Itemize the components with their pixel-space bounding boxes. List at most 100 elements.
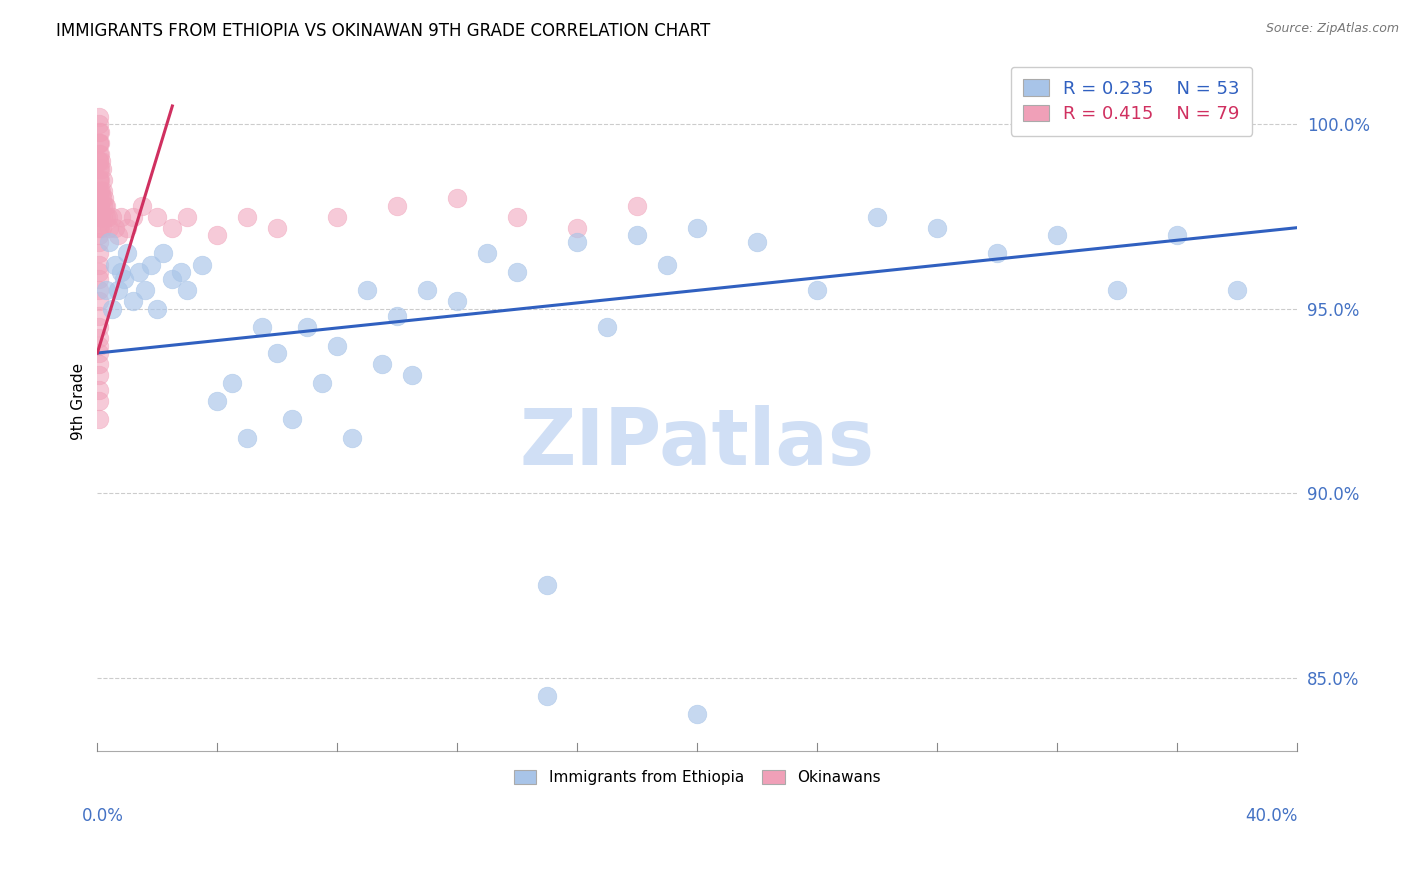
Point <box>90 210 112 224</box>
Point <box>101 301 124 316</box>
Point <box>94 210 117 224</box>
Point <box>87 357 110 371</box>
Point <box>87 246 110 260</box>
Point <box>152 246 174 260</box>
Point <box>87 294 110 309</box>
Point <box>112 272 135 286</box>
Point <box>131 198 153 212</box>
Point <box>356 284 378 298</box>
Point <box>281 412 304 426</box>
Point <box>416 284 439 298</box>
Point <box>91 198 114 212</box>
Point <box>93 184 115 198</box>
Point <box>191 258 214 272</box>
Point <box>91 172 114 186</box>
Point <box>326 210 349 224</box>
Point <box>97 210 120 224</box>
Point <box>87 228 110 243</box>
Point <box>89 125 111 139</box>
Point <box>1166 228 1188 243</box>
Point <box>134 284 156 298</box>
Point <box>93 191 115 205</box>
Point <box>107 284 129 298</box>
Point <box>89 220 111 235</box>
Point <box>567 235 589 250</box>
Point <box>87 147 110 161</box>
Point <box>96 198 118 212</box>
Point <box>87 331 110 345</box>
Point <box>110 265 132 279</box>
Point <box>87 284 110 298</box>
Text: ZIPatlas: ZIPatlas <box>520 405 875 481</box>
Point <box>686 220 709 235</box>
Point <box>162 272 184 286</box>
Point <box>89 198 111 212</box>
Point <box>89 147 111 161</box>
Point <box>87 198 110 212</box>
Point <box>446 294 468 309</box>
Point <box>89 172 111 186</box>
Point <box>387 198 409 212</box>
Point <box>686 707 709 722</box>
Point <box>387 309 409 323</box>
Point <box>89 191 111 205</box>
Y-axis label: 9th Grade: 9th Grade <box>72 362 86 440</box>
Point <box>110 210 132 224</box>
Point <box>90 184 112 198</box>
Point <box>87 210 110 224</box>
Point <box>176 284 198 298</box>
Point <box>747 235 769 250</box>
Point <box>101 210 124 224</box>
Point <box>104 220 127 235</box>
Point <box>87 339 110 353</box>
Point <box>87 394 110 409</box>
Point <box>89 154 111 169</box>
Point <box>87 412 110 426</box>
Point <box>87 220 110 235</box>
Point <box>128 265 150 279</box>
Point <box>927 220 949 235</box>
Point <box>371 357 394 371</box>
Point <box>87 172 110 186</box>
Point <box>93 210 115 224</box>
Point <box>87 346 110 360</box>
Text: IMMIGRANTS FROM ETHIOPIA VS OKINAWAN 9TH GRADE CORRELATION CHART: IMMIGRANTS FROM ETHIOPIA VS OKINAWAN 9TH… <box>56 22 710 40</box>
Point <box>122 210 145 224</box>
Point <box>146 301 169 316</box>
Point <box>506 210 529 224</box>
Point <box>657 258 679 272</box>
Legend: Immigrants from Ethiopia, Okinawans: Immigrants from Ethiopia, Okinawans <box>506 763 889 793</box>
Point <box>207 394 229 409</box>
Point <box>90 191 112 205</box>
Point <box>1226 284 1249 298</box>
Point <box>311 376 333 390</box>
Point <box>326 339 349 353</box>
Point <box>94 198 117 212</box>
Point <box>87 258 110 272</box>
Point <box>87 265 110 279</box>
Point <box>89 184 111 198</box>
Point <box>207 228 229 243</box>
Point <box>87 309 110 323</box>
Point <box>89 136 111 150</box>
Point <box>90 154 112 169</box>
Point <box>122 294 145 309</box>
Point <box>146 210 169 224</box>
Point <box>87 184 110 198</box>
Point <box>89 210 111 224</box>
Point <box>176 210 198 224</box>
Point <box>117 220 139 235</box>
Point <box>536 578 558 592</box>
Point <box>297 320 319 334</box>
Point <box>104 258 127 272</box>
Point <box>596 320 619 334</box>
Point <box>806 284 828 298</box>
Point <box>252 320 274 334</box>
Point <box>141 258 163 272</box>
Point <box>87 272 110 286</box>
Point <box>221 376 243 390</box>
Point <box>401 368 423 383</box>
Point <box>117 246 139 260</box>
Point <box>87 191 110 205</box>
Point <box>170 265 193 279</box>
